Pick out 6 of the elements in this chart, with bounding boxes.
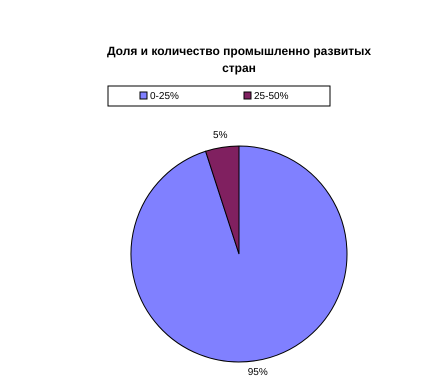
data-label: 95% [248,367,268,378]
chart-title: Доля и количество промышленно развитых стран [106,44,372,75]
data-label: 5% [213,130,228,142]
legend-label: 25-50% [254,91,289,102]
legend-label: 0-25% [150,91,180,102]
pie-slice [130,146,348,362]
